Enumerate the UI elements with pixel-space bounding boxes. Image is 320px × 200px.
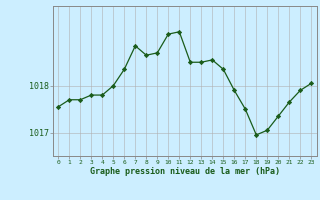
X-axis label: Graphe pression niveau de la mer (hPa): Graphe pression niveau de la mer (hPa)	[90, 167, 280, 176]
